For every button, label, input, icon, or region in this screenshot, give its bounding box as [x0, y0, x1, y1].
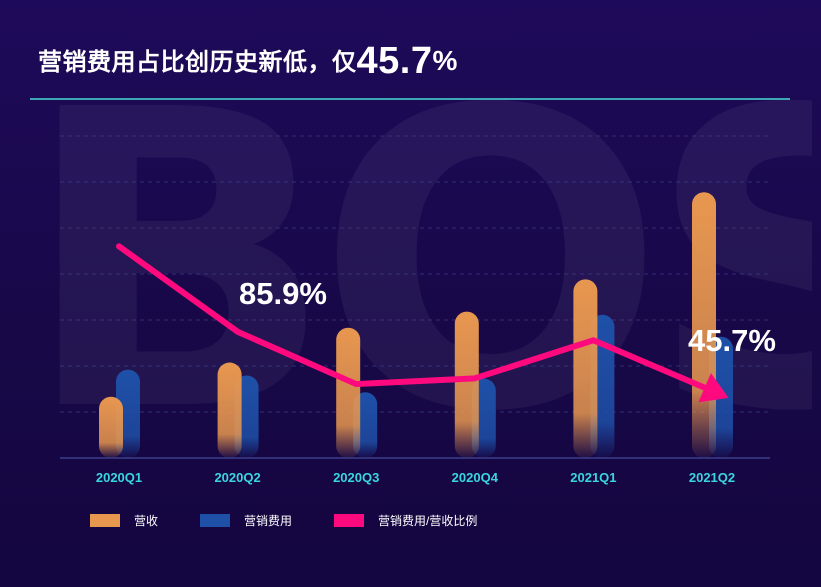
legend-swatch-ratio [334, 514, 365, 527]
category-labels: 2020Q1 2020Q2 2020Q3 2020Q4 2021Q1 2021Q2 [96, 470, 735, 485]
chart-title: 营销费用占比创历史新低，仅45.7% [38, 40, 458, 83]
title-prefix: 营销费用占比创历史新低，仅 [38, 49, 357, 76]
ratio-line [116, 243, 712, 393]
title-unit: % [432, 45, 458, 76]
grid-lines [60, 135, 770, 413]
annotations: 85.9% 45.7% [239, 276, 776, 358]
annotation-label: 85.9% [239, 276, 327, 311]
category-label: 2020Q1 [96, 470, 142, 485]
legend-item-revenue: 营收 [90, 512, 158, 529]
legend-label-ratio: 营销费用/营收比例 [378, 514, 478, 528]
title-divider [30, 98, 790, 100]
legend-label-revenue: 营收 [134, 514, 159, 528]
category-label: 2021Q2 [689, 470, 735, 485]
bar-revenue [336, 327, 361, 458]
bar-revenue [99, 396, 123, 458]
bars [99, 192, 733, 458]
legend-item-marketing: 营销费用 [200, 512, 292, 529]
ratio-arrowhead [698, 372, 729, 403]
ratio-line-group [116, 243, 729, 403]
legend-item-ratio: 营销费用/营收比例 [334, 512, 477, 529]
bar-revenue [217, 362, 242, 458]
annotation-label: 45.7% [688, 323, 776, 358]
bar-revenue [454, 311, 479, 458]
bar-revenue [573, 279, 598, 458]
legend: 营收 营销费用 营销费用/营收比例 [90, 512, 519, 529]
title-value: 45.7 [356, 40, 433, 82]
category-label: 2020Q3 [333, 470, 379, 485]
legend-swatch-marketing [200, 514, 231, 527]
category-label: 2021Q1 [570, 470, 616, 485]
category-label: 2020Q2 [214, 470, 260, 485]
legend-label-marketing: 营销费用 [244, 514, 293, 528]
category-label: 2020Q4 [452, 470, 499, 485]
legend-swatch-revenue [90, 514, 120, 527]
